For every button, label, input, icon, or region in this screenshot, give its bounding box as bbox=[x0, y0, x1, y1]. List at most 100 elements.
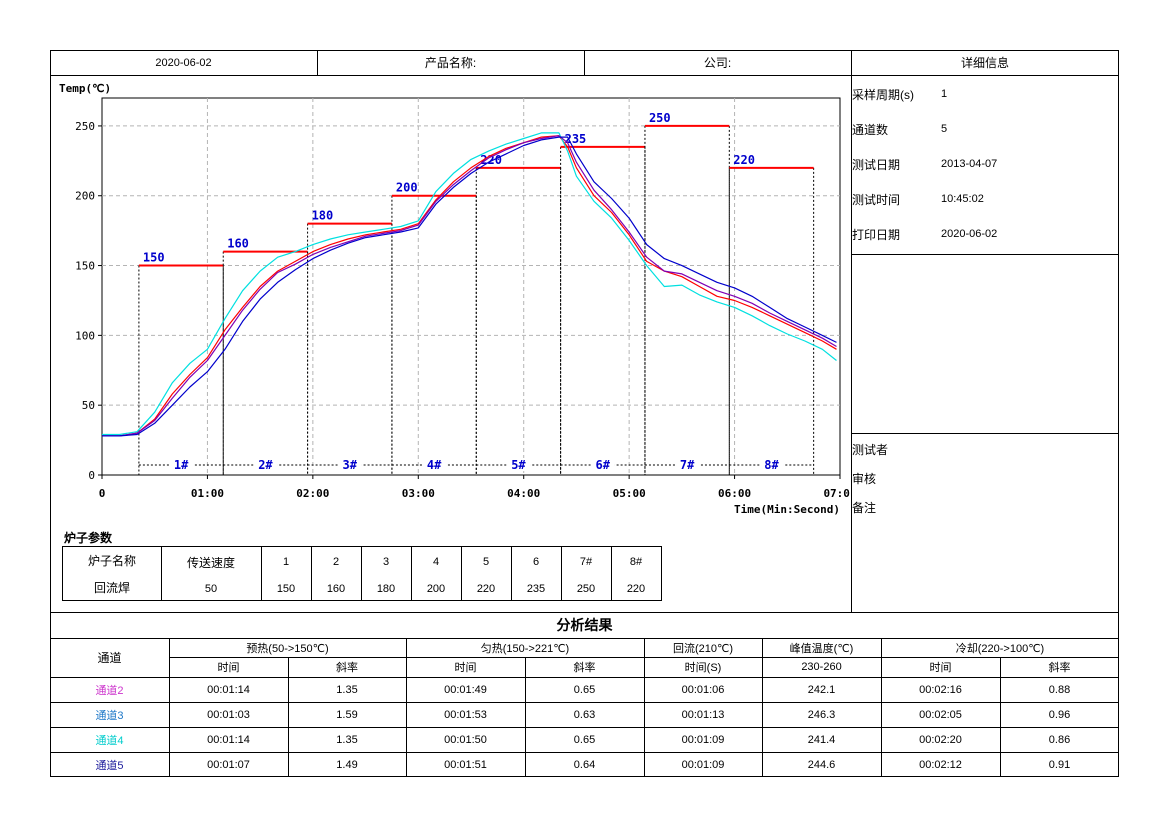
analysis-group-header: 匀热(150->221℃) bbox=[480, 642, 570, 655]
analysis-value: 00:01:50 bbox=[444, 733, 487, 746]
detail-value: 1 bbox=[941, 88, 948, 100]
col-divider bbox=[288, 657, 289, 777]
row-divider bbox=[50, 638, 1119, 639]
x-tick-label: 03:00 bbox=[402, 487, 435, 500]
report-date: 2020-06-02 bbox=[155, 56, 212, 69]
x-tick-label: 05:00 bbox=[613, 487, 646, 500]
zone-name-label: 2# bbox=[258, 458, 273, 472]
zone-setpoint-cell: 160 bbox=[326, 583, 346, 595]
zone-setpoint-label: 220 bbox=[733, 153, 755, 167]
analysis-value: 1.49 bbox=[336, 758, 358, 771]
channel-name: 通道2 bbox=[95, 684, 124, 697]
zone-name-label: 8# bbox=[764, 458, 779, 472]
zone-label-cell: 4 bbox=[432, 556, 440, 568]
zone-label-bg bbox=[253, 458, 278, 471]
analysis-value: 246.3 bbox=[807, 708, 836, 721]
col-divider bbox=[525, 657, 526, 777]
reviewer-label: 审核 bbox=[852, 472, 877, 486]
header-col-divider bbox=[584, 50, 585, 75]
zone-name-label: 7# bbox=[680, 458, 695, 472]
detail-value: 2020-06-02 bbox=[941, 228, 998, 240]
analysis-title: 分析结果 bbox=[556, 617, 613, 633]
analysis-value: 00:01:49 bbox=[444, 683, 487, 696]
zone-setpoint-label: 220 bbox=[480, 153, 502, 167]
x-axis-title: Time(Min:Second) bbox=[734, 503, 840, 516]
zone-label-cell: 2 bbox=[332, 556, 340, 568]
x-tick-label: 07:00 bbox=[823, 487, 850, 500]
zone-label-cell: 3 bbox=[382, 556, 390, 568]
furnace-params-title: 炉子参数 bbox=[64, 531, 113, 545]
analysis-subheader: 230-260 bbox=[801, 661, 842, 673]
channel-name: 通道4 bbox=[95, 734, 124, 747]
zone-setpoint-cell: 220 bbox=[476, 583, 496, 595]
detail-value: 5 bbox=[941, 123, 948, 135]
zone-name-label: 4# bbox=[427, 458, 442, 472]
analysis-value: 00:02:05 bbox=[919, 708, 962, 721]
analysis-value: 0.86 bbox=[1048, 733, 1071, 746]
y-tick-label: 50 bbox=[82, 399, 95, 412]
temperature-series-line bbox=[102, 135, 837, 437]
col-divider bbox=[411, 547, 412, 601]
analysis-value: 1.35 bbox=[336, 733, 358, 746]
row-divider bbox=[50, 702, 1119, 703]
analysis-value: 00:01:09 bbox=[681, 758, 725, 771]
temperature-series-line bbox=[102, 136, 837, 437]
detail-label: 通道数 bbox=[852, 123, 889, 137]
header-col-divider bbox=[317, 50, 318, 75]
x-tick-label: 01:00 bbox=[191, 487, 224, 500]
channel-header: 通道 bbox=[97, 651, 122, 665]
analysis-value: 00:01:09 bbox=[681, 733, 725, 746]
x-tick-label: 06:00 bbox=[718, 487, 751, 500]
detail-label: 采样周期(s) bbox=[852, 88, 914, 102]
zone-setpoint-label: 150 bbox=[143, 251, 165, 265]
analysis-value: 0.65 bbox=[573, 683, 596, 696]
furnace-name-label: 炉子名称 bbox=[87, 554, 136, 568]
analysis-value: 00:01:07 bbox=[207, 758, 250, 771]
analysis-value: 0.63 bbox=[573, 708, 596, 721]
x-tick-label: 04:00 bbox=[507, 487, 540, 500]
detail-label: 测试时间 bbox=[852, 193, 901, 207]
zone-setpoint-cell: 235 bbox=[526, 583, 546, 595]
analysis-subheader: 斜率 bbox=[336, 662, 358, 674]
analysis-value: 00:01:14 bbox=[207, 733, 250, 746]
zone-label-cell: 5 bbox=[482, 556, 490, 568]
row-divider bbox=[50, 727, 1119, 728]
detail-label: 测试日期 bbox=[852, 158, 901, 172]
analysis-group-header: 预热(50->150℃) bbox=[246, 642, 329, 655]
conveyor-speed-value: 50 bbox=[204, 583, 218, 595]
analysis-value: 1.59 bbox=[336, 708, 358, 721]
col-divider bbox=[169, 638, 170, 777]
zone-label-bg bbox=[590, 458, 615, 471]
zone-label-cell: 7# bbox=[579, 556, 593, 568]
details-section-divider bbox=[851, 433, 1119, 434]
analysis-value: 00:02:20 bbox=[919, 733, 962, 746]
analysis-value: 00:01:03 bbox=[207, 708, 250, 721]
details-section-divider bbox=[851, 254, 1119, 255]
y-tick-label: 100 bbox=[75, 329, 95, 342]
detail-value: 10:45:02 bbox=[941, 193, 984, 205]
zone-name-label: 5# bbox=[511, 458, 526, 472]
analysis-divider bbox=[50, 612, 1119, 613]
zone-setpoint-cell: 200 bbox=[426, 583, 446, 595]
company-label: 公司: bbox=[703, 56, 732, 70]
analysis-value: 0.96 bbox=[1048, 708, 1071, 721]
analysis-subheader: 斜率 bbox=[1048, 662, 1071, 674]
zone-setpoint-label: 180 bbox=[312, 209, 334, 223]
col-divider bbox=[644, 638, 645, 777]
zone-label-bg bbox=[422, 458, 447, 471]
analysis-value: 00:01:53 bbox=[444, 708, 487, 721]
details-divider bbox=[851, 50, 852, 612]
analysis-group-header: 回流(210℃) bbox=[672, 642, 734, 655]
col-divider bbox=[881, 638, 882, 777]
zone-name-label: 1# bbox=[174, 458, 189, 472]
plot-area bbox=[101, 97, 841, 476]
analysis-subheader: 时间(S) bbox=[684, 662, 722, 674]
analysis-value: 00:02:16 bbox=[919, 683, 962, 696]
temperature-series-line bbox=[102, 135, 837, 437]
zone-label-cell: 1 bbox=[282, 556, 290, 568]
header-divider bbox=[50, 75, 1119, 76]
zone-label-cell: 8# bbox=[629, 556, 643, 568]
analysis-value: 00:01:51 bbox=[444, 758, 487, 771]
analysis-value: 0.65 bbox=[573, 733, 596, 746]
y-tick-label: 150 bbox=[75, 260, 95, 273]
